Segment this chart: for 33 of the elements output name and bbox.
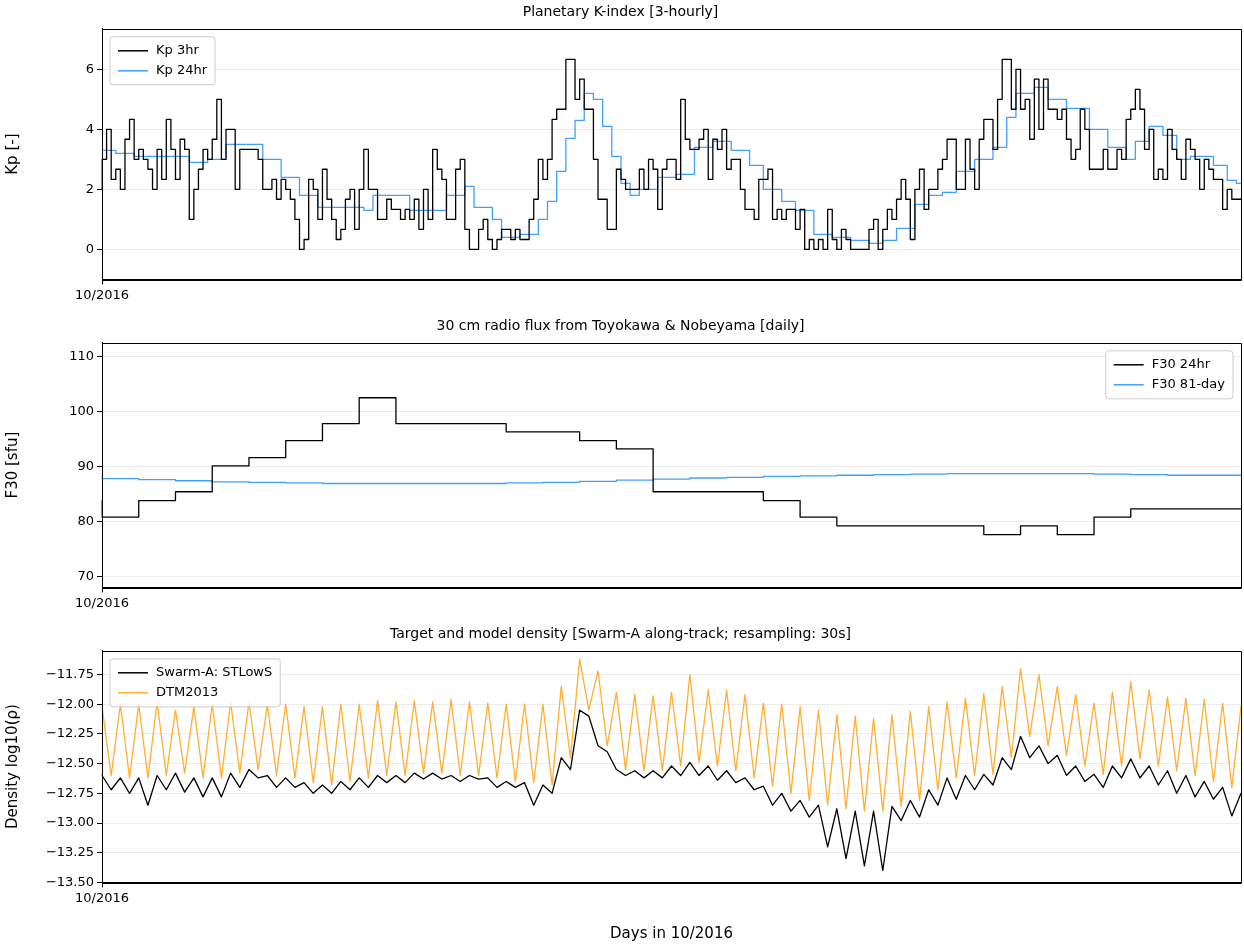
chart-title: Target and model density [Swarm-A along-track; resampling: 30s] — [388, 625, 852, 642]
y-tick-label: 6 — [85, 60, 94, 76]
x-tick-label: 10/2016 — [74, 594, 130, 610]
y-tick-label: 110 — [69, 347, 94, 363]
legend-label: F30 24hr — [1151, 356, 1211, 372]
y-tick-label: −13.50 — [45, 873, 94, 889]
legend-label: Kp 3hr — [156, 42, 200, 58]
legend-label: F30 81-day — [1151, 376, 1226, 392]
y-axis-title: F30 [sfu] — [2, 431, 21, 499]
y-tick-label: 0 — [85, 240, 94, 256]
y-tick-label: −13.25 — [45, 844, 94, 860]
legend-label: Swarm-A: STLowS — [156, 664, 273, 680]
y-axis-title: Kp [-] — [2, 133, 21, 175]
x-tick-label: 10/2016 — [74, 286, 130, 302]
y-tick-label: 4 — [85, 120, 94, 136]
y-tick-label: −12.50 — [45, 755, 94, 771]
x-axis-title: Days in 10/2016 — [610, 923, 733, 942]
chart-title: 30 cm radio flux from Toyokawa & Nobeyama [daily] — [436, 317, 805, 334]
chart-title: Planetary K-index [3-hourly] — [522, 3, 719, 20]
y-axis-title: Density log10(ρ) — [2, 704, 21, 830]
x-tick-label: 10/2016 — [74, 889, 130, 905]
legend-label: Kp 24hr — [156, 62, 208, 78]
legend-label: DTM2013 — [156, 684, 219, 700]
y-tick-label: −13.00 — [45, 814, 94, 830]
y-tick-label: −12.00 — [45, 695, 94, 711]
y-tick-label: 70 — [77, 567, 94, 583]
y-tick-label: 2 — [85, 180, 94, 196]
y-tick-label: 80 — [77, 512, 94, 528]
y-tick-label: −11.75 — [45, 665, 94, 681]
y-tick-label: −12.75 — [45, 784, 94, 800]
y-tick-label: 100 — [69, 402, 94, 418]
y-tick-label: 90 — [77, 457, 94, 473]
y-tick-label: −12.25 — [45, 725, 94, 741]
